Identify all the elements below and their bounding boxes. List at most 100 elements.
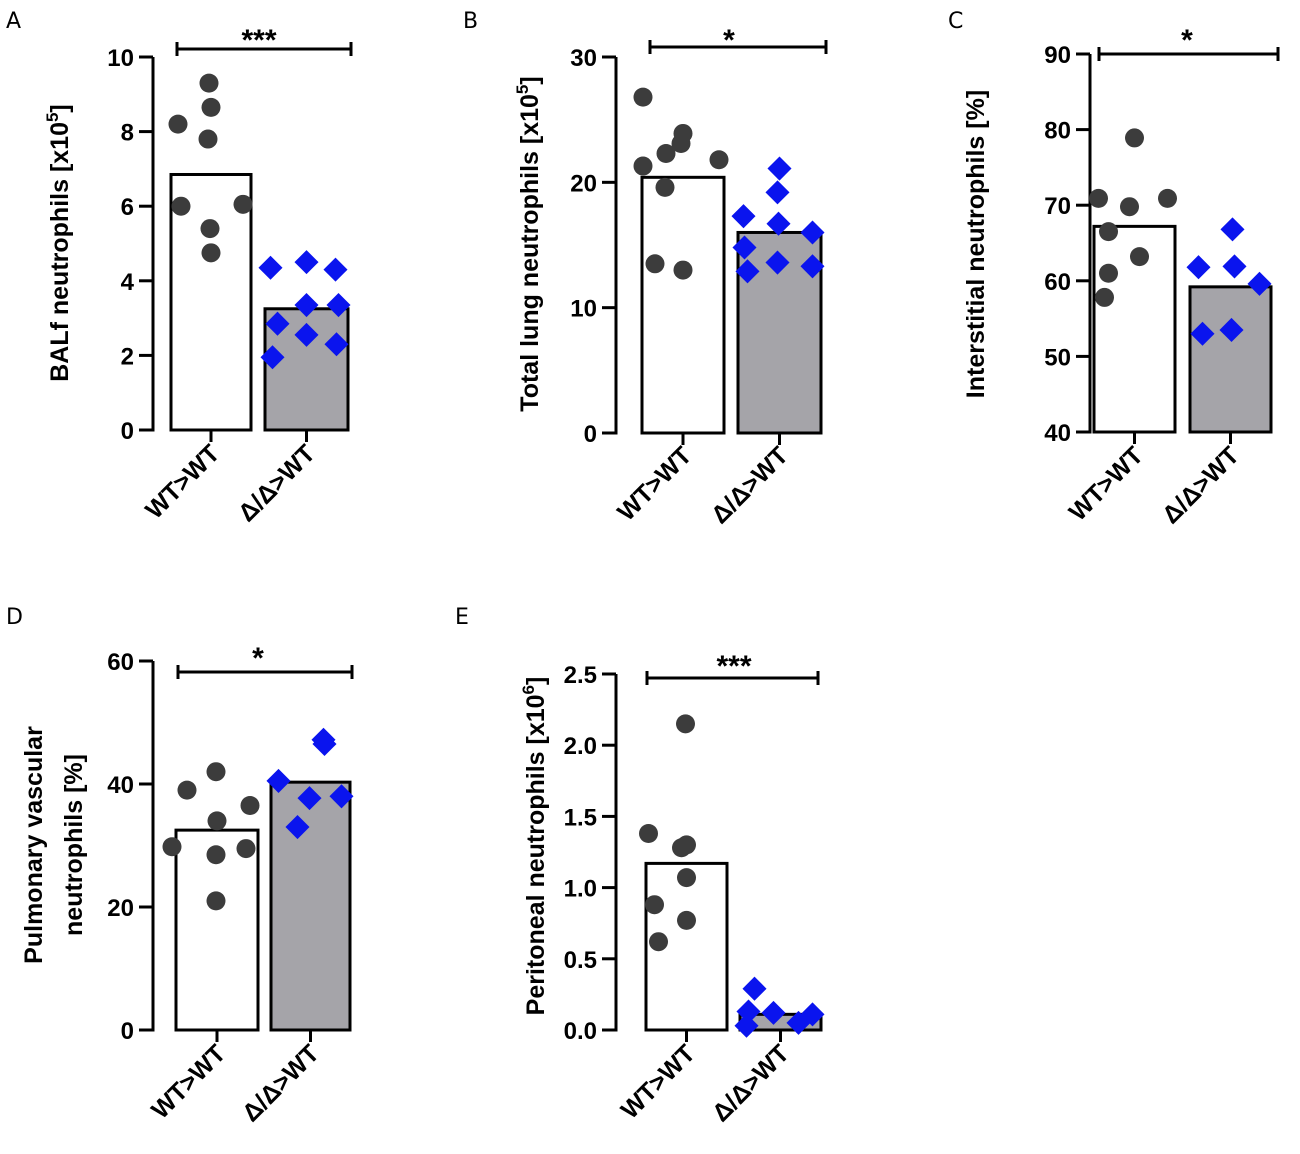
x-category-label: Δ/Δ>WT — [706, 441, 794, 529]
y-axis-label-main: BALf neutrophils [x10 — [46, 122, 74, 382]
panel-letter: A — [6, 9, 21, 34]
y-axis-label-superscript: 6 — [519, 685, 538, 694]
data-point-ko — [258, 255, 283, 280]
panel-letter: E — [455, 605, 469, 630]
data-point-wt — [645, 895, 664, 915]
y-axis-label: Pulmonary vascular — [20, 726, 48, 964]
data-point-wt — [206, 845, 226, 865]
y-tick-label: 0.0 — [564, 1018, 597, 1045]
y-tick-label: 2 — [121, 343, 134, 370]
data-point-wt — [1158, 188, 1177, 208]
x-category-label: Δ/Δ>WT — [237, 1039, 325, 1127]
data-point-ko — [323, 257, 348, 282]
data-point-wt — [656, 144, 676, 164]
data-point-wt — [676, 714, 695, 734]
data-point-wt — [177, 780, 197, 800]
y-axis-label-line2: neutrophils [%] — [60, 754, 88, 936]
data-point-wt — [171, 196, 191, 216]
data-point-ko — [765, 180, 790, 205]
y-tick-label: 90 — [1044, 42, 1071, 69]
data-point-wt — [1125, 128, 1144, 148]
data-point-wt — [1130, 247, 1149, 267]
bar-wt — [640, 175, 726, 435]
data-point-ko — [1186, 255, 1211, 280]
data-point-ko — [260, 345, 285, 370]
data-point-wt — [1120, 197, 1139, 217]
y-axis-label-main: Total lung neutrophils [x10 — [516, 94, 544, 412]
data-point-ko — [294, 293, 319, 318]
y-tick-label: 0 — [121, 418, 134, 445]
y-tick-label: 40 — [107, 772, 134, 799]
y-axis-label-end: ] — [522, 677, 550, 685]
y-tick-label: 0.5 — [564, 947, 597, 974]
data-point-ko — [1220, 217, 1245, 242]
panel-D: D 0 20 40 60 WT>WT Δ/Δ>WT * Pulmonary vascular ne… — [6, 605, 354, 1127]
y-tick-label: 60 — [107, 649, 134, 676]
significance-label: * — [1181, 24, 1193, 57]
y-axis-label-superscript: 5 — [43, 113, 62, 122]
data-point-wt — [633, 156, 653, 176]
y-tick-label: 30 — [570, 45, 597, 72]
data-point-wt — [645, 254, 665, 274]
y-tick-label: 80 — [1044, 118, 1071, 145]
data-point-wt — [673, 260, 693, 280]
data-point-wt — [1099, 263, 1118, 283]
data-point-wt — [206, 891, 226, 911]
data-point-ko — [326, 293, 351, 318]
y-tick-label: 70 — [1044, 193, 1071, 220]
y-tick-label: 8 — [121, 120, 134, 147]
y-axis-label-main: Interstitial neutrophils [%] — [962, 90, 990, 398]
x-category-label: WT>WT — [140, 439, 225, 524]
y-tick-label: 0 — [584, 421, 597, 448]
x-category-label: WT>WT — [1064, 441, 1149, 526]
data-point-ko — [742, 976, 767, 1001]
panel-B: B 0 10 20 30 WT>WT Δ/Δ>WT * Total lung neutrophi… — [463, 9, 828, 529]
data-point-ko — [1190, 321, 1215, 346]
y-axis-label-main: Peritoneal neutrophils [x10 — [522, 694, 550, 1015]
data-point-wt — [673, 123, 693, 143]
y-tick-label: 1.5 — [564, 804, 597, 831]
bar-wt — [1092, 224, 1177, 434]
bar-wt — [169, 172, 253, 432]
data-point-wt — [200, 219, 220, 239]
data-point-wt — [655, 177, 675, 197]
panel-A: A 0 2 4 6 8 10 WT>WT Δ/Δ>WT *** BALf neutrophils [… — [6, 9, 353, 527]
x-category-label: WT>WT — [146, 1039, 231, 1124]
data-point-ko — [1222, 254, 1247, 279]
y-tick-label: 20 — [107, 895, 134, 922]
y-axis-label: Interstitial neutrophils [%] — [962, 90, 990, 398]
y-tick-label: 0 — [121, 1018, 134, 1045]
y-tick-label: 40 — [1044, 420, 1071, 447]
data-point-wt — [198, 129, 218, 149]
data-point-wt — [677, 868, 696, 888]
data-point-wt — [201, 243, 221, 263]
data-point-wt — [1089, 188, 1108, 208]
y-tick-label: 2.5 — [564, 662, 597, 689]
data-point-wt — [162, 837, 182, 857]
data-point-wt — [206, 762, 226, 782]
bar-ko — [1188, 285, 1273, 434]
data-point-wt — [649, 932, 668, 952]
y-axis-label: Peritoneal neutrophils [x106] — [519, 677, 550, 1016]
data-point-wt — [639, 823, 658, 843]
x-category-label: Δ/Δ>WT — [233, 439, 321, 527]
bar-ko — [269, 780, 352, 1032]
y-tick-label: 10 — [107, 45, 134, 72]
data-point-wt — [236, 839, 256, 859]
y-axis-label: Total lung neutrophils [x105] — [513, 76, 544, 411]
data-point-ko — [324, 332, 349, 357]
data-point-wt — [207, 811, 227, 831]
data-point-wt — [1099, 222, 1118, 242]
data-point-wt — [633, 87, 653, 107]
y-tick-label: 2.0 — [564, 733, 597, 760]
y-axis-label-end: ] — [46, 104, 74, 112]
data-point-wt — [240, 796, 260, 816]
data-point-ko — [767, 156, 792, 181]
x-category-label: WT>WT — [612, 441, 697, 526]
x-category-label: WT>WT — [616, 1039, 701, 1124]
data-point-wt — [1095, 287, 1114, 307]
y-tick-label: 1.0 — [564, 876, 597, 903]
x-category-label: Δ/Δ>WT — [707, 1039, 795, 1127]
significance-label: * — [723, 24, 735, 57]
